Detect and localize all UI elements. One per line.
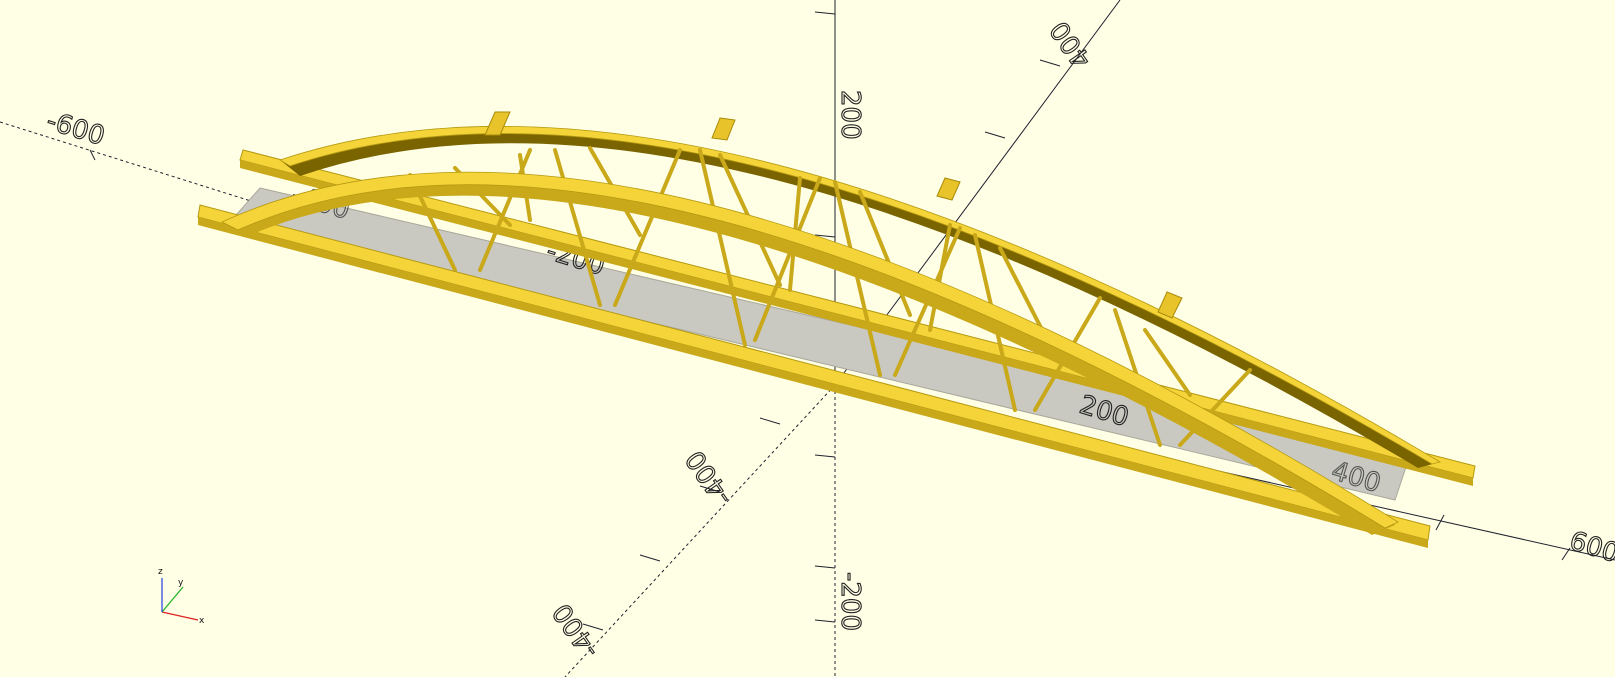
- gizmo-y-axis: [161, 586, 184, 613]
- gizmo-y-label: y: [178, 578, 184, 588]
- y-negative-label-mid: -400: [680, 445, 738, 511]
- gizmo-x-label: x: [199, 616, 205, 626]
- gizmo-z-label: z: [158, 567, 163, 577]
- arch-cross-braces: [484, 111, 1183, 319]
- z-ticks: [814, 11, 836, 623]
- y-negative-label: -400: [547, 598, 605, 664]
- z-negative-label: -200: [835, 572, 865, 631]
- y-positive-label: 400: [1045, 15, 1098, 73]
- arch-bridge-model[interactable]: -200 200 -400 400: [197, 111, 1476, 548]
- y-axis-negative: [564, 384, 836, 677]
- x-axis-negative: [0, 121, 836, 386]
- gizmo-x-axis: [161, 611, 199, 621]
- x-positive-label: 600: [1566, 526, 1615, 569]
- front-arch: [225, 179, 1395, 535]
- z-positive-label: 200: [835, 90, 865, 140]
- x-ticks: [89, 149, 1571, 561]
- axis-gizmo: x y z: [158, 567, 205, 626]
- x-negative-label: -600: [43, 106, 108, 152]
